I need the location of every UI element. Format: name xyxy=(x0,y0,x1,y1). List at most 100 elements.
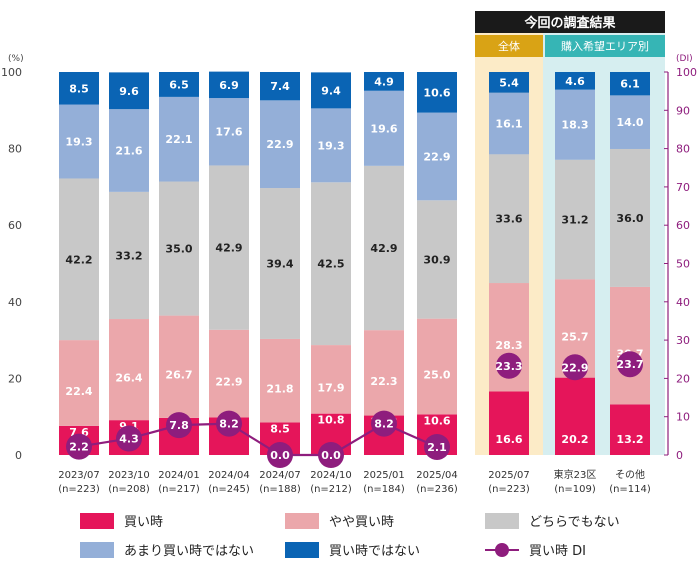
bar-value-label: 8.5 xyxy=(270,422,290,435)
bar-segment xyxy=(311,182,351,346)
bar-value-label: 39.4 xyxy=(266,258,293,271)
bar-segment xyxy=(209,71,249,99)
bar-segment xyxy=(159,96,199,182)
bar-segment xyxy=(260,100,300,189)
y-tick-label: 80 xyxy=(8,143,22,156)
bar-value-label: 42.9 xyxy=(215,242,242,255)
bar-value-label: 17.6 xyxy=(215,126,242,139)
x-tick-sublabel: (n=245) xyxy=(208,484,250,495)
bar-value-label: 14.0 xyxy=(616,116,643,129)
bar-segment xyxy=(555,72,595,90)
bar-segment xyxy=(610,95,650,149)
y-axis-unit: (%) xyxy=(8,54,24,64)
y2-tick-label: 50 xyxy=(676,258,690,271)
y2-tick-label: 10 xyxy=(676,411,690,424)
y-tick-label: 100 xyxy=(1,66,22,79)
x-tick-sublabel: (n=188) xyxy=(259,484,301,495)
bar-value-label: 5.4 xyxy=(499,76,519,89)
bar-value-label: 22.9 xyxy=(266,138,293,151)
bar-segment xyxy=(59,72,99,105)
bar-segment xyxy=(364,330,404,416)
bar-segment xyxy=(311,72,351,109)
bar-value-label: 26.7 xyxy=(165,369,192,382)
di-value-label: 8.2 xyxy=(374,418,394,431)
bar-segment xyxy=(610,286,650,405)
bar-value-label: 19.6 xyxy=(370,122,397,135)
bar-value-label: 6.1 xyxy=(620,78,640,91)
bar-segment xyxy=(555,89,595,160)
bar-value-label: 36.0 xyxy=(616,212,643,225)
bar-value-label: 10.6 xyxy=(423,414,450,427)
bar-value-label: 26.4 xyxy=(115,372,142,385)
bar-value-label: 4.6 xyxy=(565,75,585,88)
y2-tick-label: 100 xyxy=(676,66,697,79)
bar-value-label: 42.5 xyxy=(317,258,344,271)
y-tick-label: 0 xyxy=(15,449,22,462)
di-point xyxy=(562,354,588,381)
di-point xyxy=(617,351,643,378)
bar-value-label: 10.6 xyxy=(423,86,450,99)
di-point xyxy=(267,442,293,468)
di-point xyxy=(496,352,522,379)
bar-segment xyxy=(159,315,199,418)
bar-segment xyxy=(364,72,404,91)
bar-value-label: 9.6 xyxy=(119,85,139,98)
results-header-bg xyxy=(475,11,665,33)
region-header-label: 購入希望エリア別 xyxy=(561,39,649,53)
bar-value-label: 28.3 xyxy=(495,339,522,352)
di-value-label: 7.8 xyxy=(169,419,189,432)
overall-header-bg xyxy=(475,35,543,57)
bar-segment xyxy=(489,92,529,155)
x-tick-label: 2023/10 xyxy=(108,470,150,481)
bar-value-label: 33.2 xyxy=(115,249,142,262)
overall-header-label: 全体 xyxy=(498,39,520,53)
bar-segment xyxy=(109,319,149,421)
bar-segment xyxy=(610,72,650,96)
bar-segment xyxy=(489,391,529,455)
x-tick-label: 2025/07 xyxy=(488,470,530,481)
y2-tick-label: 20 xyxy=(676,372,690,385)
bar-segment xyxy=(209,165,249,330)
bar-value-label: 7.4 xyxy=(270,80,290,93)
bar-value-label: 16.1 xyxy=(495,118,522,131)
y2-tick-label: 40 xyxy=(676,296,690,309)
di-value-label: 4.3 xyxy=(119,433,139,446)
bar-segment xyxy=(209,329,249,418)
x-tick-sublabel: (n=223) xyxy=(488,484,530,495)
bar-segment xyxy=(209,98,249,166)
x-tick-sublabel: (n=212) xyxy=(310,484,352,495)
bar-value-label: 22.9 xyxy=(423,150,450,163)
x-tick-sublabel: (n=217) xyxy=(158,484,200,495)
bar-segment xyxy=(260,338,300,423)
y2-tick-label: 70 xyxy=(676,181,690,194)
x-tick-sublabel: (n=236) xyxy=(416,484,458,495)
di-point xyxy=(166,412,192,439)
di-value-label: 23.7 xyxy=(616,358,643,371)
bar-value-label: 22.4 xyxy=(65,385,92,398)
x-tick-sublabel: (n=109) xyxy=(554,484,596,495)
di-point xyxy=(318,442,344,468)
bar-segment xyxy=(555,377,595,455)
x-tick-label: 2024/07 xyxy=(259,470,301,481)
bar-segment xyxy=(364,165,404,331)
bar-segment xyxy=(159,181,199,316)
bar-value-label: 6.5 xyxy=(169,78,189,91)
di-point xyxy=(216,410,242,437)
bar-segment xyxy=(555,159,595,280)
x-tick-label: その他 xyxy=(615,468,645,481)
bar-segment xyxy=(109,72,149,110)
bar-segment xyxy=(364,90,404,166)
bar-value-label: 20.2 xyxy=(561,433,588,446)
x-tick-sublabel: (n=184) xyxy=(363,484,405,495)
bar-segment xyxy=(59,340,99,426)
di-value-label: 0.0 xyxy=(321,449,341,462)
x-tick-sublabel: (n=114) xyxy=(609,484,651,495)
bar-value-label: 42.9 xyxy=(370,242,397,255)
bar-segment xyxy=(159,72,199,97)
results-header-title: 今回の調査結果 xyxy=(523,15,615,31)
x-tick-label: 2025/04 xyxy=(416,470,458,481)
di-value-label: 8.2 xyxy=(219,418,239,431)
bar-segment xyxy=(260,188,300,339)
bar-value-label: 22.9 xyxy=(215,376,242,389)
